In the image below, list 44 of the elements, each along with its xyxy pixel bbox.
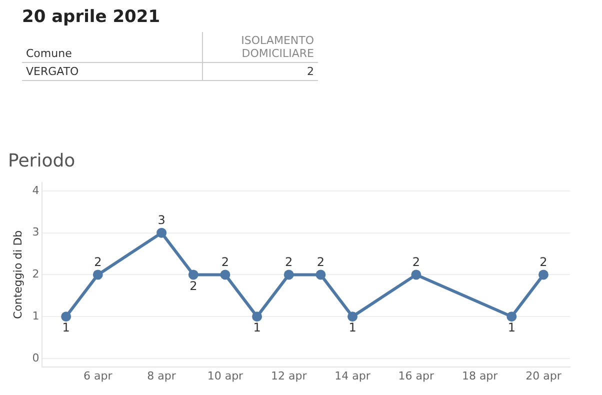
x-tick-label: 18 apr (462, 369, 498, 382)
point (61, 312, 72, 322)
point (220, 270, 230, 280)
data-label: 1 (508, 320, 516, 335)
data-label: 1 (253, 320, 261, 335)
x-tick-label: 16 apr (398, 369, 435, 382)
data-label: 2 (190, 278, 198, 293)
data-label: 2 (94, 254, 102, 269)
text: Comune (22, 32, 202, 62)
text: ISOLAMENTO DOMICILIARE (202, 32, 318, 62)
x-tick-label: 20 apr (526, 369, 562, 382)
point (538, 270, 548, 280)
data-label: 3 (158, 212, 166, 227)
point (92, 270, 103, 280)
data-label: 2 (285, 254, 293, 269)
x-tick-label: 8 apr (147, 369, 176, 382)
point (252, 312, 262, 322)
y-tick-label: 0 (32, 351, 40, 364)
data-label: 2 (540, 254, 548, 269)
point (348, 312, 358, 322)
y-tick-label: 3 (32, 226, 40, 239)
y-axis-title: Conteggio di Db (11, 230, 24, 320)
point (316, 270, 326, 280)
point (411, 270, 422, 280)
x-tick-label: 6 apr (84, 369, 113, 382)
point (284, 270, 294, 280)
data-label: 1 (348, 320, 356, 335)
x-tick-label: 12 apr (270, 369, 308, 382)
text: 20 aprile 2021 (22, 7, 162, 29)
x-tick-label: 14 apr (334, 369, 371, 382)
point (156, 228, 167, 238)
data-label: 2 (221, 254, 230, 269)
data-label: 2 (412, 254, 420, 269)
point (188, 270, 198, 280)
x-tick-label: 10 apr (207, 369, 244, 382)
data-label: 2 (316, 254, 325, 269)
data-label: 1 (62, 320, 70, 335)
text: 2 (202, 62, 318, 80)
y-tick-label: 2 (32, 268, 40, 281)
y-tick-label: 1 (32, 309, 40, 322)
text: VERGATO (22, 62, 202, 80)
point (506, 312, 517, 322)
chart-title: Periodo (8, 150, 76, 172)
y-tick-label: 4 (32, 184, 40, 197)
